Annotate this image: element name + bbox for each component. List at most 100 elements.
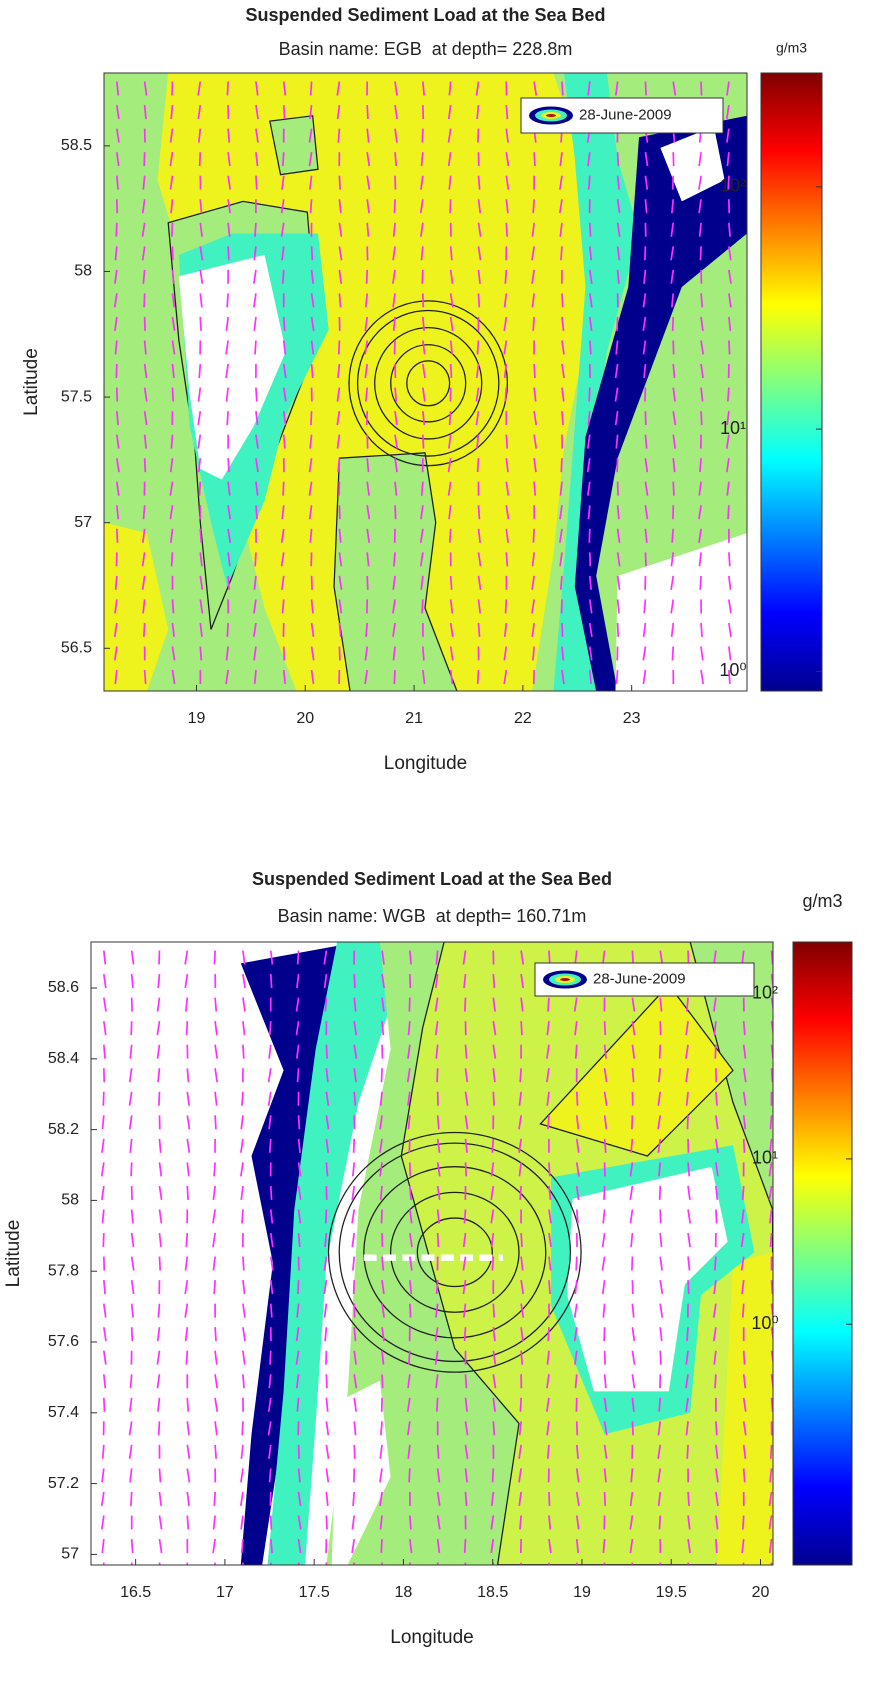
current-arrow: [158, 1138, 162, 1153]
current-arrow: [394, 387, 398, 402]
current-arrow: [364, 293, 369, 308]
current-arrow: [518, 1491, 522, 1507]
current-arrow: [381, 1350, 385, 1365]
current-arrow: [353, 1327, 357, 1342]
current-arrow: [587, 411, 591, 426]
current-arrow: [631, 1397, 635, 1412]
current-arrow: [587, 152, 591, 167]
current-arrow: [310, 669, 315, 685]
current-arrow: [700, 387, 704, 402]
current-arrow: [574, 1280, 578, 1295]
current-arrow: [518, 1115, 522, 1130]
current-arrow: [561, 622, 564, 637]
current-arrow: [700, 316, 704, 331]
current-arrow: [171, 646, 176, 661]
current-arrow: [366, 105, 369, 120]
current-arrow: [197, 458, 202, 473]
y-tick-label: 57: [61, 1546, 79, 1563]
current-arrow: [687, 1491, 690, 1506]
legend-label: 28-June-2009: [579, 106, 672, 123]
current-arrow: [546, 1421, 550, 1436]
current-arrow: [269, 1185, 273, 1200]
current-arrow: [434, 1327, 439, 1342]
current-arrow: [184, 973, 189, 989]
current-arrow: [186, 1468, 191, 1483]
current-arrow: [616, 316, 619, 331]
current-arrow: [741, 1185, 745, 1200]
current-arrow: [520, 1327, 524, 1342]
current-arrow: [142, 505, 146, 520]
current-arrow: [603, 1021, 607, 1036]
current-arrow: [422, 340, 426, 355]
current-arrow: [253, 246, 257, 261]
current-arrow: [476, 340, 480, 355]
current-arrow: [213, 950, 216, 965]
current-arrow: [587, 505, 591, 520]
current-arrow: [353, 1044, 358, 1059]
current-arrow: [644, 552, 647, 567]
current-arrow: [252, 622, 257, 638]
current-arrow: [253, 669, 257, 685]
current-arrow: [353, 1091, 357, 1106]
current-arrow: [242, 1350, 246, 1365]
current-arrow: [338, 246, 343, 261]
current-arrow: [156, 1044, 161, 1059]
current-arrow: [325, 1468, 330, 1483]
current-arrow: [531, 575, 535, 590]
current-arrow: [713, 1350, 717, 1365]
current-arrow: [728, 340, 731, 355]
current-arrow: [100, 1491, 105, 1507]
current-arrow: [492, 1044, 497, 1059]
current-arrow: [505, 105, 509, 120]
current-arrow: [768, 1185, 773, 1200]
current-arrow: [435, 950, 439, 965]
current-arrow: [353, 1374, 358, 1389]
current-arrow: [434, 1350, 439, 1365]
current-arrow: [199, 222, 203, 237]
current-arrow: [642, 293, 647, 308]
current-arrow: [158, 1515, 163, 1530]
current-arrow: [575, 1444, 579, 1459]
current-arrow: [308, 481, 313, 496]
current-arrow: [419, 552, 424, 567]
current-arrow: [267, 1091, 272, 1106]
current-arrow: [561, 669, 565, 685]
current-arrow: [114, 316, 118, 331]
current-arrow: [240, 1538, 244, 1554]
current-arrow: [631, 1115, 634, 1130]
current-arrow: [548, 1280, 551, 1295]
current-arrow: [422, 434, 425, 449]
current-arrow: [269, 1515, 273, 1530]
current-arrow: [186, 1515, 190, 1530]
current-arrow: [227, 552, 231, 567]
current-arrow: [588, 316, 593, 331]
x-axis-label: Longitude: [384, 753, 467, 774]
y-tick-label: 57.4: [48, 1404, 79, 1421]
current-arrow: [171, 222, 174, 237]
current-arrow: [128, 1444, 133, 1459]
current-arrow: [242, 1021, 246, 1036]
y-tick-label: 58.5: [61, 137, 92, 154]
current-arrow: [338, 269, 343, 284]
current-arrow: [325, 1491, 329, 1506]
current-arrow: [240, 1515, 244, 1530]
current-arrow: [616, 199, 621, 214]
current-arrow: [714, 1044, 717, 1059]
current-arrow: [409, 1303, 412, 1318]
current-arrow: [255, 505, 258, 520]
current-arrow: [157, 1068, 161, 1083]
current-arrow: [770, 1280, 773, 1295]
current-arrow: [698, 152, 702, 167]
current-arrow: [685, 1091, 689, 1106]
current-arrow: [464, 1374, 468, 1389]
current-arrow: [658, 1162, 662, 1177]
plot-frame: [90, 941, 774, 1566]
current-arrow: [727, 175, 730, 190]
current-arrow: [715, 1491, 719, 1507]
current-arrow: [280, 199, 285, 214]
current-arrow: [337, 128, 341, 143]
current-arrow: [366, 199, 370, 214]
current-arrow: [644, 458, 649, 473]
current-arrow: [408, 1138, 411, 1153]
current-arrow: [559, 552, 563, 567]
